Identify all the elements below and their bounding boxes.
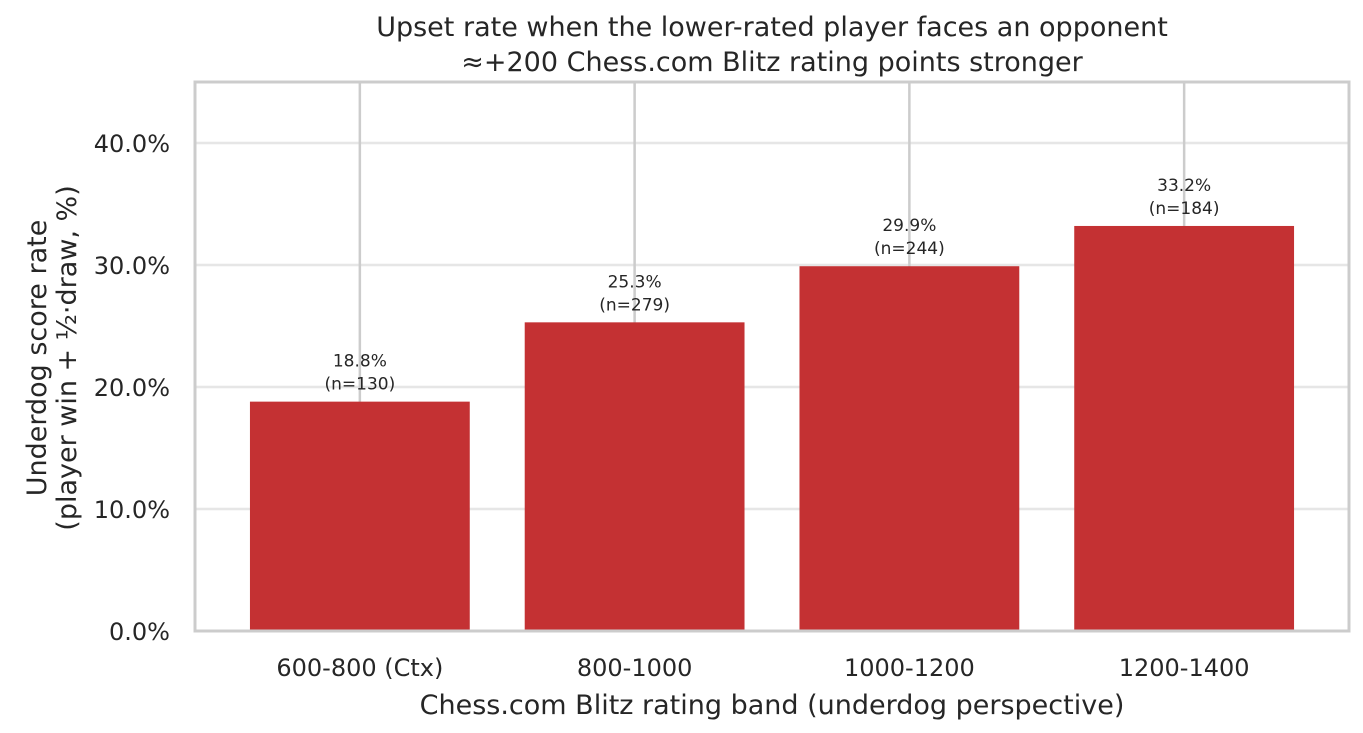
x-tick-label: 1200-1400	[1119, 654, 1250, 682]
x-tick-label: 600-800 (Ctx)	[276, 654, 443, 682]
bar-value-label: 33.2%	[1157, 176, 1211, 196]
bar-labels: 18.8% (n=130) 25.3% (n=279) 29.9% (n=244) 33.2…	[324, 176, 1219, 395]
y-axis-label: Underdog score rate (player win + ½·draw…	[22, 185, 83, 530]
x-tick-labels: 600-800 (Ctx) 800-1000 1000-1200 1200-1400	[276, 654, 1249, 682]
bar-3	[799, 266, 1020, 631]
bar-2	[524, 322, 745, 631]
y-tick-label: 20.0%	[94, 374, 170, 402]
chart-title-line-1: Upset rate when the lower-rated player f…	[376, 12, 1168, 43]
bar-n-label: (n=184)	[1149, 199, 1220, 219]
bar-value-label: 18.8%	[333, 352, 387, 372]
bar-value-label: 25.3%	[608, 272, 662, 292]
bar-4	[1074, 225, 1295, 631]
x-axis-label: Chess.com Blitz rating band (underdog pe…	[420, 690, 1125, 721]
bar-1	[249, 401, 470, 631]
y-tick-label: 40.0%	[94, 130, 170, 158]
y-tick-label: 30.0%	[94, 252, 170, 280]
y-tick-label: 0.0%	[109, 618, 170, 646]
y-tick-label: 10.0%	[94, 496, 170, 524]
x-tick-label: 800-1000	[577, 654, 693, 682]
bars	[249, 225, 1295, 631]
y-axis-label-line-1: Underdog score rate	[22, 220, 53, 497]
bar-n-label: (n=130)	[324, 375, 395, 395]
bar-value-label: 29.9%	[882, 216, 936, 236]
y-tick-labels: 0.0% 10.0% 20.0% 30.0% 40.0%	[94, 130, 170, 646]
bar-n-label: (n=279)	[599, 295, 670, 315]
plot-frame	[193, 80, 1351, 633]
x-tick-label: 1000-1200	[844, 654, 975, 682]
y-axis-label-line-2: (player win + ½·draw, %)	[52, 185, 83, 530]
bar-n-label: (n=244)	[874, 239, 945, 259]
chart-title-line-2: ≈+200 Chess.com Blitz rating points stro…	[461, 47, 1083, 78]
